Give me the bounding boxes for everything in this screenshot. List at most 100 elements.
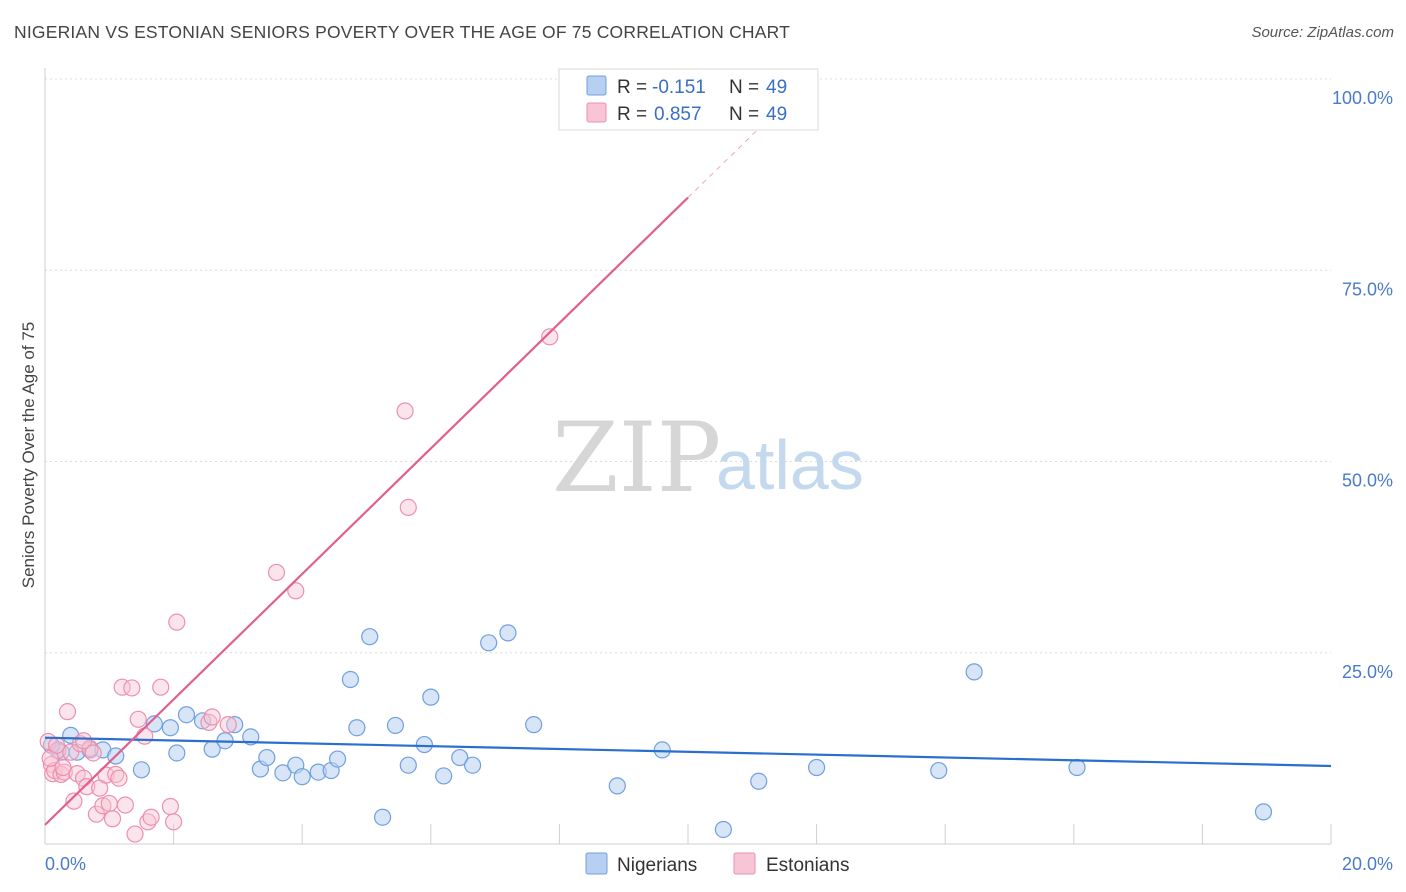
estonians-point	[54, 758, 72, 777]
x-tick-label: 20.0%	[1342, 854, 1393, 874]
estonians-trend-line	[44, 196, 689, 826]
estonians-point	[165, 813, 183, 831]
y-tick-label: 25.0%	[1342, 662, 1393, 682]
estonians-point	[113, 678, 131, 696]
estonians-point	[152, 678, 170, 696]
estonians-point	[161, 797, 179, 816]
estonians-point	[396, 402, 414, 420]
legend-r-label-nigerians: R =	[617, 77, 647, 98]
estonians-point	[399, 498, 417, 516]
nigerians-point	[373, 808, 392, 826]
nigerians-point	[415, 735, 433, 754]
estonians-point	[65, 792, 83, 810]
legend-swatch-estonians	[586, 102, 607, 123]
legend-n-label-estonians: N =	[729, 104, 759, 125]
nigerians-point	[341, 670, 360, 689]
nigerians-point	[258, 748, 276, 767]
nigerians-point	[965, 663, 983, 681]
estonians-point	[100, 794, 118, 813]
nigerians-point	[168, 744, 186, 762]
nigerians-point	[293, 768, 311, 786]
bottom-legend-swatch-nigerians	[585, 852, 608, 875]
watermark-atlas: atlas	[716, 426, 864, 504]
legend-r-value-nigerians: -0.151	[652, 77, 706, 98]
nigerians-point	[348, 719, 366, 737]
watermark: ZIP atlas	[552, 402, 864, 514]
nigerians-trend-line	[44, 736, 1332, 768]
nigerians-point	[422, 688, 440, 706]
estonians-point	[200, 713, 218, 731]
legend: R = -0.151 N = 49 R = 0.857 N = 49	[558, 68, 819, 131]
estonians-point	[116, 796, 134, 814]
nigerians-point	[435, 767, 453, 785]
nigerians-point	[1068, 758, 1086, 777]
legend-n-value-nigerians: 49	[766, 77, 787, 98]
estonians-point	[74, 732, 93, 750]
nigerians-point	[463, 756, 482, 774]
estonians-point	[84, 744, 102, 762]
estonians-point	[287, 582, 305, 600]
chart-source: Source: ZipAtlas.com	[1251, 24, 1394, 41]
nigerians-point	[525, 716, 543, 734]
y-axis-label: Seniors Poverty Over the Age of 75	[19, 322, 38, 588]
nigerians-point	[177, 706, 196, 724]
nigerians-point	[653, 741, 671, 759]
legend-r-label-estonians: R =	[617, 104, 647, 125]
estonians-point	[47, 736, 66, 754]
trend-lines	[44, 128, 1332, 826]
nigerians-point	[145, 715, 163, 733]
nigerians-point	[807, 758, 826, 777]
nigerians-point	[399, 756, 417, 774]
nigerians-point	[328, 750, 347, 768]
nigerians-point	[480, 634, 498, 652]
y-tick-label: 75.0%	[1342, 279, 1393, 299]
bottom-legend-swatch-estonians	[733, 852, 756, 875]
estonians-point	[136, 727, 154, 745]
y-tick-labels: 25.0% 50.0% 75.0% 100.0%	[1332, 88, 1393, 682]
x-tick-label: 0.0%	[45, 854, 86, 874]
legend-n-value-estonians: 49	[766, 104, 787, 125]
legend-swatch-nigerians	[586, 75, 607, 96]
bottom-legend: Nigerians Estonians	[585, 852, 849, 876]
estonians-point	[58, 703, 77, 721]
nigerians-point	[193, 712, 212, 730]
legend-n-label-nigerians: N =	[729, 77, 759, 98]
estonians-point	[129, 710, 147, 728]
estonians-point	[203, 708, 221, 726]
estonians-point	[97, 766, 115, 784]
nigerians-point	[930, 761, 948, 780]
y-tick-label: 50.0%	[1342, 471, 1393, 491]
legend-r-value-estonians: 0.857	[654, 104, 702, 125]
nigerians-point	[361, 628, 379, 646]
nigerians-point	[161, 719, 179, 737]
estonians-point	[142, 808, 160, 826]
nigerians-point	[132, 761, 151, 779]
nigerians-point	[274, 764, 292, 782]
estonians-trend-extension	[687, 128, 760, 198]
nigerians-points	[42, 624, 1273, 839]
estonians-point	[219, 716, 237, 734]
estonians-point	[110, 769, 128, 787]
nigerians-point	[608, 777, 626, 795]
nigerians-point	[386, 716, 405, 735]
estonians-point	[541, 328, 559, 346]
nigerians-point	[242, 728, 260, 746]
estonians-point	[71, 735, 89, 753]
nigerians-point	[714, 820, 732, 839]
estonians-point	[78, 778, 96, 796]
estonians-points	[39, 71, 581, 843]
chart-title: NIGERIAN VS ESTONIAN SENIORS POVERTY OVE…	[14, 22, 791, 42]
watermark-zip: ZIP	[552, 402, 721, 514]
y-tick-label: 100.0%	[1332, 88, 1393, 108]
estonians-point	[267, 563, 286, 582]
grid-layer	[44, 68, 1332, 845]
nigerians-point	[1254, 803, 1273, 821]
bottom-legend-label-estonians: Estonians	[766, 855, 849, 876]
estonians-point	[168, 613, 186, 631]
estonians-point	[123, 679, 141, 697]
nigerians-point	[226, 716, 244, 734]
estonians-point	[103, 810, 122, 828]
nigerians-point	[750, 772, 768, 790]
estonians-point	[139, 813, 157, 831]
